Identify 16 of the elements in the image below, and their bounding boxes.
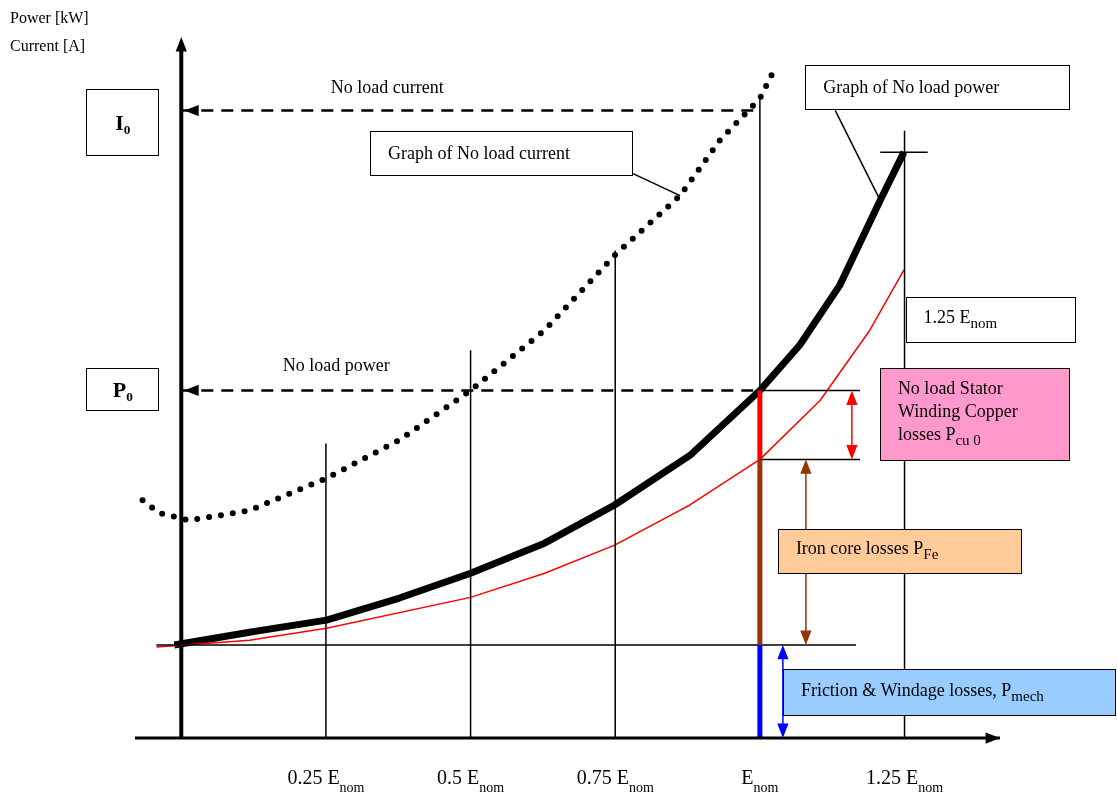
x-tick-label: 1.25 E$_{nom}$ [865,766,944,795]
y-axis-title: Power [kW] Current [A] [10,8,89,56]
x-tick-label: E$_{nom}$ [741,766,779,795]
annotation: P₀ [112,377,133,403]
annotation: Friction & Windage losses, P$_{mech}$ [800,678,1044,706]
x-tick-label: 0.75 E$_{nom}$ [576,766,654,795]
annotation: Graph of No load current [388,141,570,165]
annotation: 1.25 E$_{nom}$ [923,305,998,333]
annotation: Graph of No load power [823,76,1000,100]
annotation: I₀ [115,109,131,135]
annotation: No load power [282,354,390,377]
annotation: No load current [330,76,444,100]
annotation: Iron core losses P$_{Fe}$ [795,537,939,564]
x-tick-label: 0.5 E$_{nom}$ [437,766,505,795]
x-tick-label: 0.25 E$_{nom}$ [287,766,365,795]
annotation: No load Stator Winding Copper losses P$_{cu 0}$ [897,377,1019,450]
